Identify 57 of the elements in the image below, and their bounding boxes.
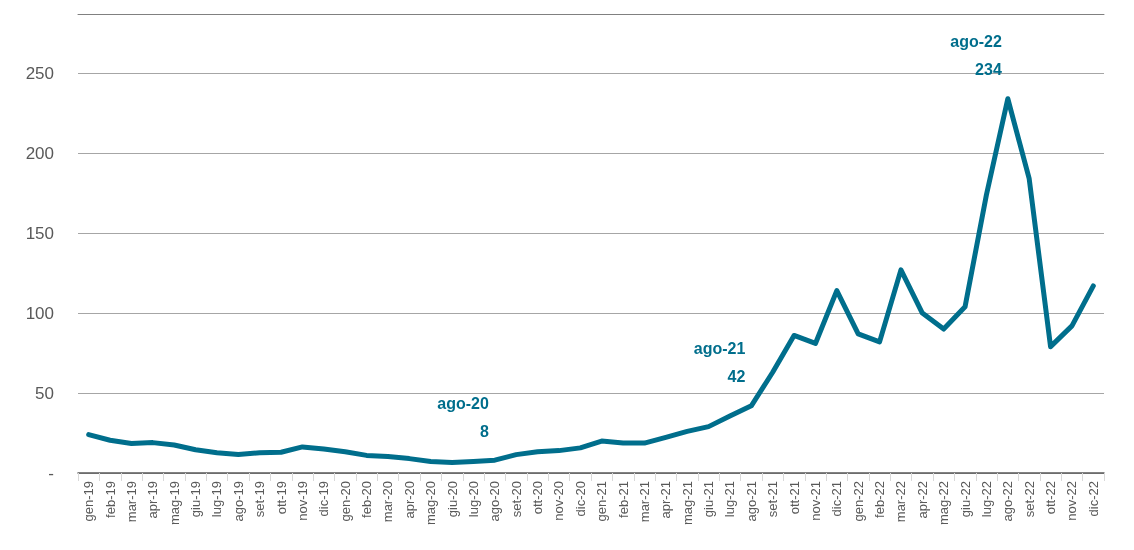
- annotation: ago-22 234: [950, 33, 1002, 79]
- x-tick-label: feb-19: [102, 481, 118, 518]
- annotation: ago-20 8: [437, 394, 489, 440]
- x-tick-label: ott-20: [530, 481, 546, 515]
- x-tick-label: ago-21: [743, 481, 759, 522]
- x-tick-label: mar-19: [123, 481, 139, 523]
- x-tick-label: mag-21: [679, 481, 695, 526]
- x-tick-label: dic-19: [316, 481, 332, 517]
- x-tick-label: ott-19: [273, 481, 289, 515]
- x-tick-label: giu-19: [188, 481, 204, 518]
- y-tick-label: 100: [25, 303, 54, 323]
- x-tick-label: mag-20: [423, 481, 439, 526]
- x-tick-label: feb-22: [872, 481, 888, 518]
- x-tick-label: nov-20: [551, 481, 567, 521]
- y-tick-label: -: [48, 463, 54, 483]
- y-tick-label: 150: [25, 223, 54, 243]
- x-tick-label: gen-20: [337, 481, 353, 522]
- x-tick-label: nov-19: [294, 481, 310, 521]
- x-tick-label: dic-21: [829, 481, 845, 517]
- x-tick-label: nov-22: [1064, 481, 1080, 521]
- y-tick-label: 250: [25, 63, 54, 83]
- x-tick-label: ott-21: [786, 481, 802, 515]
- x-tick-label: gen-19: [81, 481, 97, 522]
- x-tick-label: mar-22: [893, 481, 909, 523]
- x-tick-label: lug-19: [209, 481, 225, 518]
- x-tick-label: dic-22: [1085, 481, 1101, 517]
- x-tick-label: gen-22: [850, 481, 866, 522]
- x-tick-label: gen-21: [594, 481, 610, 522]
- x-tick-label: ago-22: [1000, 481, 1016, 522]
- x-tick-label: apr-19: [145, 481, 161, 519]
- y-tick-label: 200: [25, 143, 54, 163]
- x-tick-label: nov-21: [807, 481, 823, 521]
- annotation: ago-21 42: [693, 340, 746, 386]
- x-tick-label: set-19: [252, 481, 268, 518]
- x-tick-label: mar-21: [636, 481, 652, 523]
- x-tick-label: apr-22: [914, 481, 930, 519]
- x-tick-label: feb-20: [359, 481, 375, 518]
- x-tick-label: mag-22: [936, 481, 952, 526]
- x-tick-label: lug-20: [465, 481, 481, 518]
- x-tick-label: set-22: [1021, 481, 1037, 518]
- x-tick-label: giu-21: [701, 481, 717, 518]
- x-tick-label: giu-22: [957, 481, 973, 518]
- y-tick-label: 50: [35, 383, 54, 403]
- x-tick-label: ott-22: [1043, 481, 1059, 515]
- x-tick-label: ago-20: [487, 481, 503, 522]
- x-tick-label: set-20: [508, 481, 524, 518]
- x-tick-label: set-21: [765, 481, 781, 518]
- x-tick-label: lug-22: [978, 481, 994, 518]
- x-tick-label: giu-20: [444, 481, 460, 518]
- x-tick-label: dic-20: [572, 481, 588, 517]
- x-tick-label: apr-21: [658, 481, 674, 519]
- x-tick-label: mar-20: [380, 481, 396, 523]
- x-tick-label: apr-20: [401, 481, 417, 519]
- x-tick-label: ago-19: [230, 481, 246, 522]
- x-tick-label: feb-21: [615, 481, 631, 518]
- x-tick-label: mag-19: [166, 481, 182, 526]
- x-tick-label: lug-21: [722, 481, 738, 518]
